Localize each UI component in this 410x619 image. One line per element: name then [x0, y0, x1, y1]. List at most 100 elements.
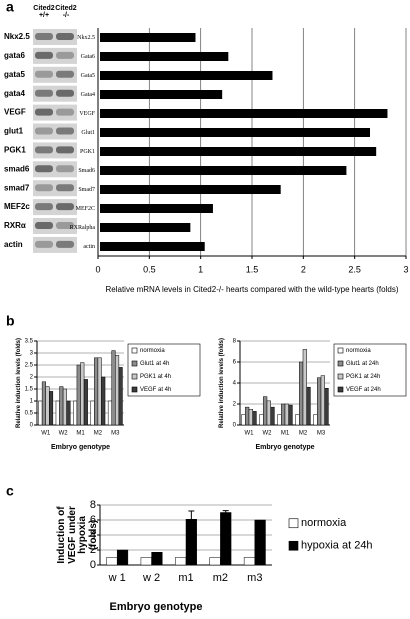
bar [270, 406, 275, 426]
bar [94, 357, 99, 426]
gene-label: Nkx2.5 [4, 32, 30, 41]
y-tick-label: 0 [233, 423, 237, 429]
x-tick-label: 0 [95, 264, 100, 274]
x-axis-label: Embryo genotype [51, 444, 110, 451]
blot-band [35, 127, 53, 135]
blot-band [35, 222, 53, 229]
y-tick-label: 1.5 [25, 387, 34, 393]
blot-band [56, 33, 74, 40]
bar [100, 128, 371, 137]
bar [100, 147, 377, 156]
bar [100, 109, 388, 118]
bar [62, 388, 67, 426]
bar [100, 204, 213, 213]
bar [107, 400, 112, 426]
gene-label: gata6 [4, 51, 25, 60]
bar [100, 33, 196, 42]
category-label: Smad6 [78, 168, 95, 174]
panel-letter: c [6, 483, 14, 499]
bar [38, 400, 43, 426]
x-tick-label: W2 [263, 431, 273, 437]
legend-swatch [131, 347, 138, 354]
y-axis-label: Induction of VEGF under hypoxia (folds) [56, 506, 99, 564]
blot-band [56, 240, 74, 248]
y-tick-label: 8 [90, 499, 96, 511]
bar [100, 90, 223, 99]
gene-label: PGK1 [4, 146, 26, 155]
bar [245, 406, 250, 426]
legend-swatch [337, 347, 344, 354]
y-tick-label: 3 [30, 351, 34, 357]
panel-letter: a [6, 0, 14, 15]
category-label: Gata5 [81, 73, 95, 79]
bar [324, 388, 329, 426]
bar [313, 414, 318, 426]
blot-band [56, 89, 74, 97]
x-tick-label: W1 [41, 431, 51, 437]
bar [116, 549, 129, 566]
y-axis-label: Relative induction levels (folds) [15, 337, 22, 429]
bar [263, 396, 268, 426]
y-tick-label: 2 [233, 402, 237, 408]
blot-band [35, 146, 53, 154]
blot-band [56, 146, 74, 154]
bar [243, 557, 256, 566]
error-bar [188, 510, 195, 528]
error-bar [222, 510, 229, 515]
blot-band [35, 203, 53, 211]
gene-label: smad7 [4, 183, 30, 192]
blot-band [35, 33, 53, 40]
bar [317, 377, 322, 426]
category-label: RXRalpha [70, 225, 96, 231]
gene-label: gata5 [4, 70, 25, 79]
legend-label: VEGF at 24h [346, 387, 381, 393]
bar [288, 404, 293, 426]
bar [281, 403, 286, 426]
bar [59, 386, 64, 426]
legend-swatch [131, 386, 138, 393]
blot-header: Cited2 +/+ [33, 4, 55, 19]
bar [259, 414, 264, 426]
blot-band [35, 184, 53, 192]
bar [266, 400, 271, 426]
y-tick-label: 2.5 [25, 363, 34, 369]
legend-swatch [288, 518, 299, 529]
blot-band [35, 108, 53, 116]
panel-letter: b [6, 313, 15, 329]
y-tick-label: 4 [233, 381, 237, 387]
gene-label: smad6 [4, 164, 30, 173]
bar [100, 52, 229, 61]
gene-label: gata4 [4, 89, 25, 98]
category-label: actin [83, 244, 95, 250]
x-axis-label: Embryo genotype [255, 444, 314, 451]
bar [118, 367, 123, 426]
bar [100, 71, 273, 80]
y-tick-label: 4 [90, 529, 96, 541]
y-tick-label: 0.5 [25, 411, 34, 417]
category-label: PGK1 [80, 149, 95, 155]
y-tick-label: 8 [233, 339, 237, 345]
legend-swatch [337, 360, 344, 367]
x-tick-label: m2 [213, 572, 228, 584]
x-tick-label: w 2 [142, 572, 160, 584]
bar [41, 381, 46, 426]
bar [76, 364, 81, 426]
blot-band [56, 203, 74, 211]
category-label: MEF2C [76, 206, 95, 212]
bar [80, 362, 85, 426]
category-label: VEGF [79, 111, 95, 117]
y-tick-label: 6 [90, 514, 96, 526]
legend-label: Glut1 at 24h [346, 361, 379, 367]
x-tick-label: m1 [178, 572, 193, 584]
bar [140, 557, 152, 566]
legend-label: PGK1 at 24h [346, 374, 380, 380]
x-axis-label: Relative mRNA levels in Cited2-/- hearts… [105, 285, 398, 294]
bar [100, 223, 191, 232]
x-tick-label: W2 [59, 431, 69, 437]
legend-label: normoxia [346, 348, 371, 354]
bar [55, 400, 60, 426]
legend-label: normoxia [140, 348, 165, 354]
bar [111, 350, 116, 426]
bar [220, 512, 232, 566]
